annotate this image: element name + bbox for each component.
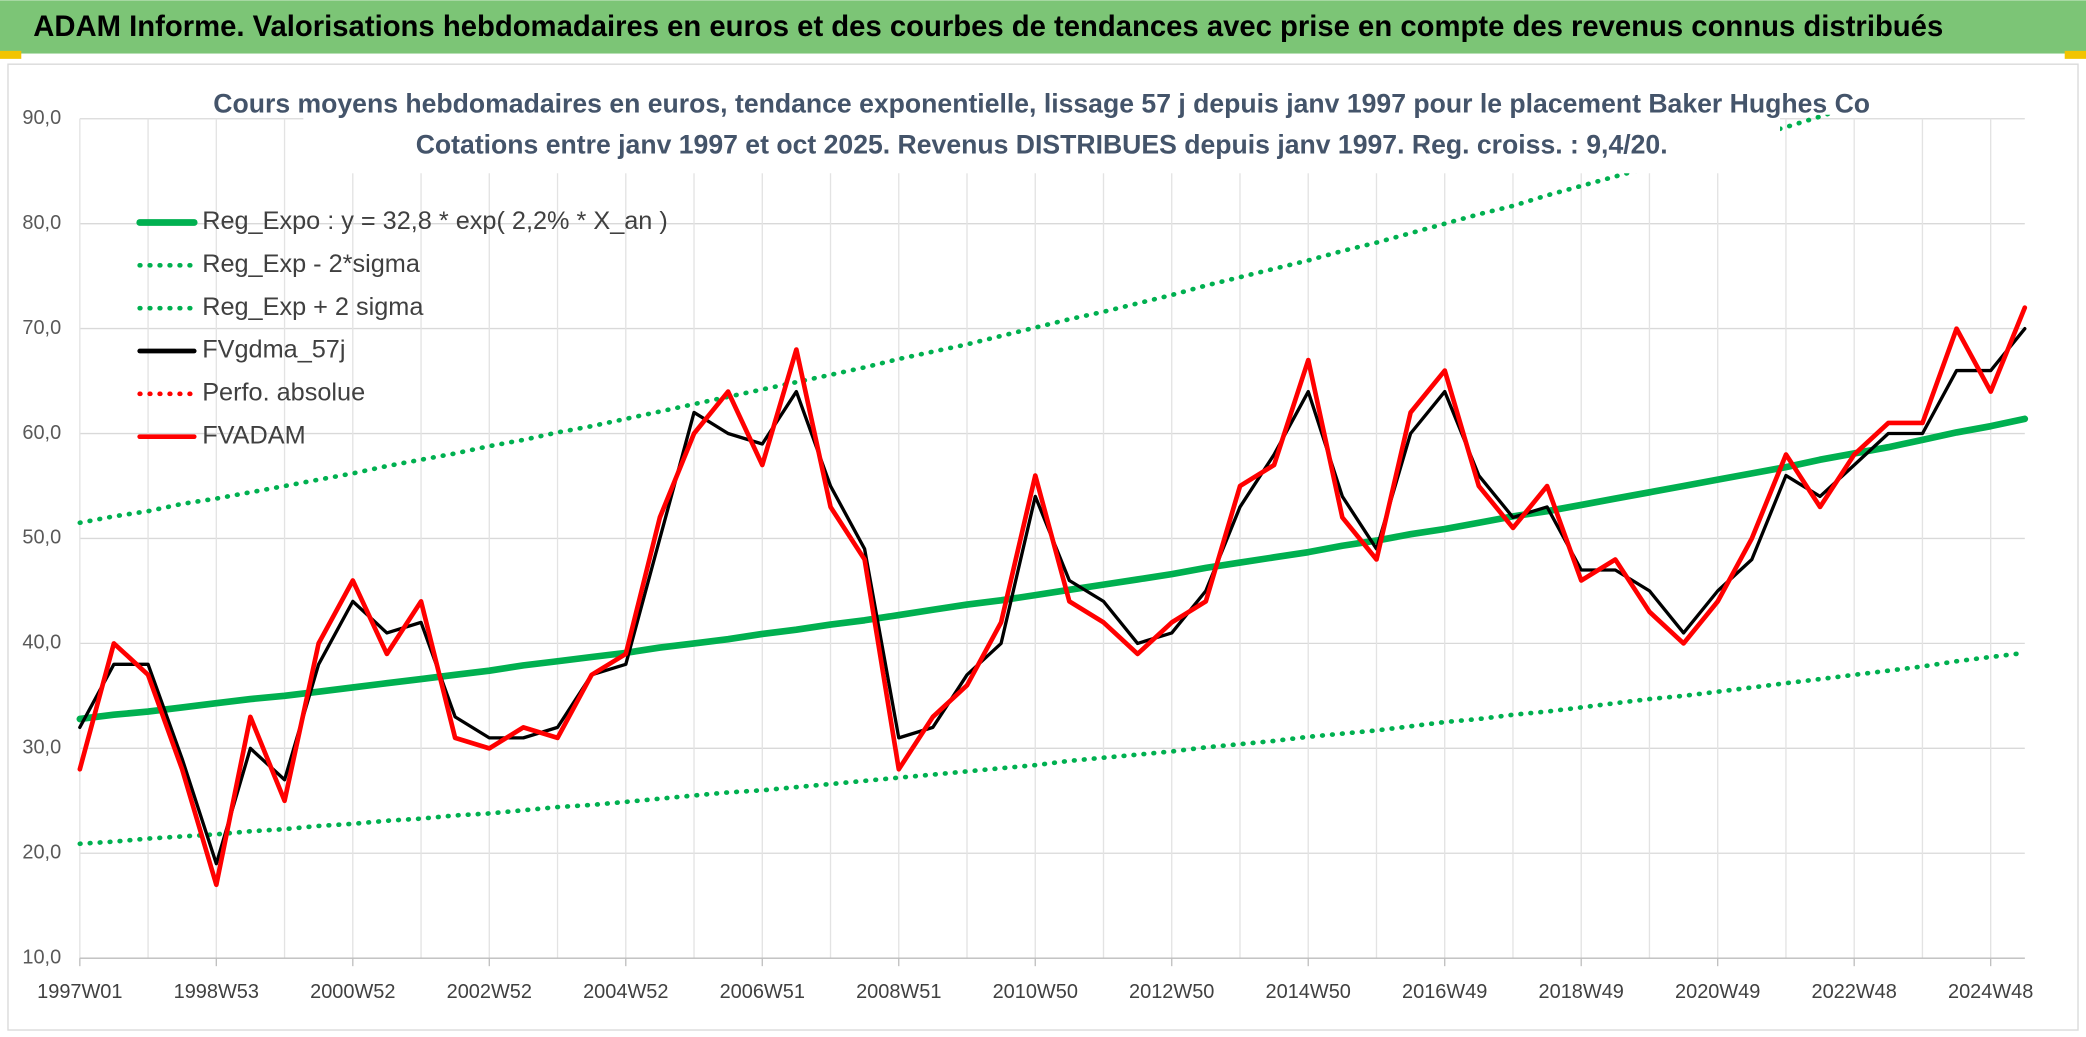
x-tick-label: 2018W49 (1539, 981, 1624, 1003)
y-tick-label: 60,0 (22, 422, 61, 444)
legend-label: FVgdma_57j (202, 336, 345, 364)
x-tick-label: 2014W50 (1266, 981, 1351, 1003)
x-tick-label: 1998W53 (174, 981, 259, 1003)
series-line (77, 650, 2028, 847)
series-line (77, 114, 1833, 526)
legend-label: Reg_Expo : y = 32,8 * exp( 2,2% * X_an ) (202, 207, 668, 235)
series-line (77, 305, 2028, 888)
y-tick-label: 30,0 (22, 737, 61, 759)
x-tick-label: 2010W50 (993, 981, 1078, 1003)
x-tick-label: 2000W52 (310, 981, 395, 1003)
series-line (76, 415, 2029, 723)
y-tick-label: 50,0 (22, 527, 61, 549)
legend-label: Reg_Exp + 2 sigma (202, 293, 424, 321)
x-tick-label: 2008W51 (856, 981, 941, 1003)
chart-title: Cours moyens hebdomadaires en euros, ten… (213, 88, 1870, 118)
x-tick-label: 2024W48 (1948, 981, 2033, 1003)
header-bar (0, 0, 2086, 54)
y-tick-label: 90,0 (22, 107, 61, 129)
legend: Reg_Expo : y = 32,8 * exp( 2,2% * X_an )… (136, 207, 668, 449)
chart-subtitle: Cotations entre janv 1997 et oct 2025. R… (416, 130, 1668, 160)
x-tick-label: 2002W52 (447, 981, 532, 1003)
title-box (303, 82, 1781, 174)
y-tick-label: 70,0 (22, 317, 61, 339)
chart-border (7, 63, 2079, 1031)
x-tick-label: 2006W51 (720, 981, 805, 1003)
x-tick-label: 2022W48 (1812, 981, 1897, 1003)
plot (76, 114, 2029, 888)
header-title: ADAM Informe. Valorisations hebdomadaire… (33, 11, 1943, 43)
x-tick-label: 2012W50 (1129, 981, 1214, 1003)
x-tick-label: 2016W49 (1402, 981, 1487, 1003)
x-tick-label: 2004W52 (583, 981, 668, 1003)
legend-label: Perfo. absolue (202, 379, 365, 407)
legend-label: Reg_Exp - 2*sigma (202, 250, 421, 278)
y-tick-label: 10,0 (22, 946, 61, 968)
y-tick-label: 20,0 (22, 842, 61, 864)
corner-right (2064, 50, 2086, 59)
legend-label: FVADAM (202, 421, 305, 449)
x-tick-label: 2020W49 (1675, 981, 1760, 1003)
corner-left (0, 50, 22, 59)
y-tick-label: 40,0 (22, 632, 61, 654)
x-tick-label: 1997W01 (37, 981, 122, 1003)
y-tick-label: 80,0 (22, 212, 61, 234)
